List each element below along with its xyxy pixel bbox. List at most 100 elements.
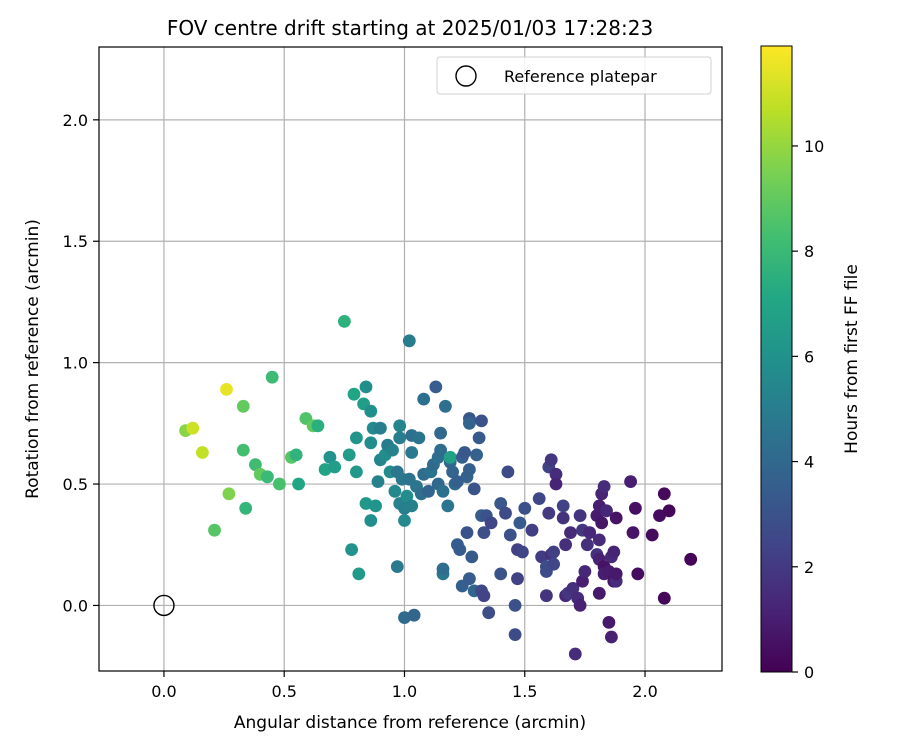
colorbar-tick-label: 8 <box>804 242 814 261</box>
data-point <box>458 446 471 459</box>
data-point <box>597 480 611 493</box>
data-point <box>369 499 382 513</box>
data-point <box>600 504 613 518</box>
data-point <box>359 497 373 510</box>
data-point <box>352 567 366 581</box>
data-point <box>407 608 421 622</box>
y-tick-label: 1.5 <box>63 232 88 251</box>
data-point <box>405 446 419 459</box>
x-tick-label: 0.5 <box>271 682 296 701</box>
data-point <box>626 526 640 539</box>
data-point <box>273 477 286 491</box>
data-point <box>463 416 476 430</box>
plot-frame <box>98 46 723 672</box>
data-point <box>609 567 623 581</box>
data-point <box>624 475 637 488</box>
data-point <box>390 560 404 573</box>
data-point <box>422 484 435 498</box>
data-point <box>311 419 325 433</box>
data-point <box>470 448 483 462</box>
data-point <box>583 526 597 539</box>
data-point <box>467 482 481 496</box>
data-point <box>484 516 498 530</box>
y-axis-ticks: 0.0 0.5 1.0 1.5 2.0 <box>63 111 99 615</box>
data-point <box>564 526 577 539</box>
data-point <box>405 499 419 513</box>
data-point <box>439 399 452 413</box>
data-point <box>573 599 587 612</box>
data-point <box>501 465 515 479</box>
data-point <box>629 501 642 515</box>
data-point <box>402 334 416 348</box>
data-point <box>568 647 582 661</box>
data-point <box>417 392 431 406</box>
data-point <box>477 589 491 603</box>
data-point <box>328 460 342 474</box>
data-point <box>532 492 546 505</box>
data-point <box>318 463 332 476</box>
data-point <box>494 567 508 581</box>
data-point <box>494 497 508 510</box>
data-point <box>549 477 563 491</box>
data-point <box>592 533 606 547</box>
data-point <box>605 630 618 644</box>
data-point <box>475 414 488 428</box>
data-point <box>559 538 572 552</box>
data-point <box>535 550 548 564</box>
colorbar-tick-label: 2 <box>804 558 814 577</box>
x-tick-label: 0.0 <box>151 682 176 701</box>
data-point <box>684 552 698 566</box>
data-point <box>342 448 356 462</box>
data-point <box>549 467 563 481</box>
legend-box <box>436 56 712 95</box>
y-tick-label: 1.0 <box>63 354 88 373</box>
data-point <box>525 523 539 537</box>
colorbar-tick-label: 6 <box>804 347 814 366</box>
data-point <box>345 543 358 556</box>
data-point <box>222 487 236 501</box>
data-point <box>429 380 443 394</box>
data-point <box>472 431 486 445</box>
data-point <box>220 383 233 396</box>
y-axis-label: Rotation from reference (arcmin) <box>23 219 43 499</box>
data-point <box>595 516 609 530</box>
data-point <box>388 484 402 498</box>
data-point <box>393 431 407 445</box>
data-point <box>463 572 476 586</box>
data-point <box>292 477 305 491</box>
data-points <box>179 315 698 661</box>
data-point <box>511 572 524 586</box>
colorbar-gradient <box>760 45 793 673</box>
data-point <box>364 404 378 418</box>
colorbar-tick-label: 4 <box>804 453 814 472</box>
data-point <box>398 611 411 624</box>
data-point <box>544 453 558 467</box>
data-point <box>566 582 580 595</box>
data-point <box>460 526 474 539</box>
x-tick-label: 1.5 <box>512 682 537 701</box>
y-tick-label: 2.0 <box>63 111 88 130</box>
data-point <box>347 387 361 401</box>
data-point <box>503 528 517 542</box>
data-point <box>261 470 274 484</box>
data-point <box>364 436 378 450</box>
data-point <box>508 599 522 612</box>
data-point <box>499 506 512 520</box>
y-tick-label: 0.5 <box>63 475 88 494</box>
data-point <box>573 509 587 522</box>
data-point <box>350 431 363 445</box>
y-tick-label: 0.0 <box>63 596 88 615</box>
data-point <box>436 484 450 498</box>
x-tick-label: 1.0 <box>392 682 417 701</box>
data-point <box>393 419 407 433</box>
legend-reference-marker <box>455 65 477 87</box>
data-point <box>657 487 671 501</box>
data-point <box>386 443 399 457</box>
legend-entry-reference: Reference platepar <box>504 67 657 86</box>
data-point <box>631 567 645 581</box>
data-point <box>477 526 491 539</box>
data-point <box>371 475 385 488</box>
data-point <box>592 586 606 600</box>
data-point <box>398 514 411 527</box>
